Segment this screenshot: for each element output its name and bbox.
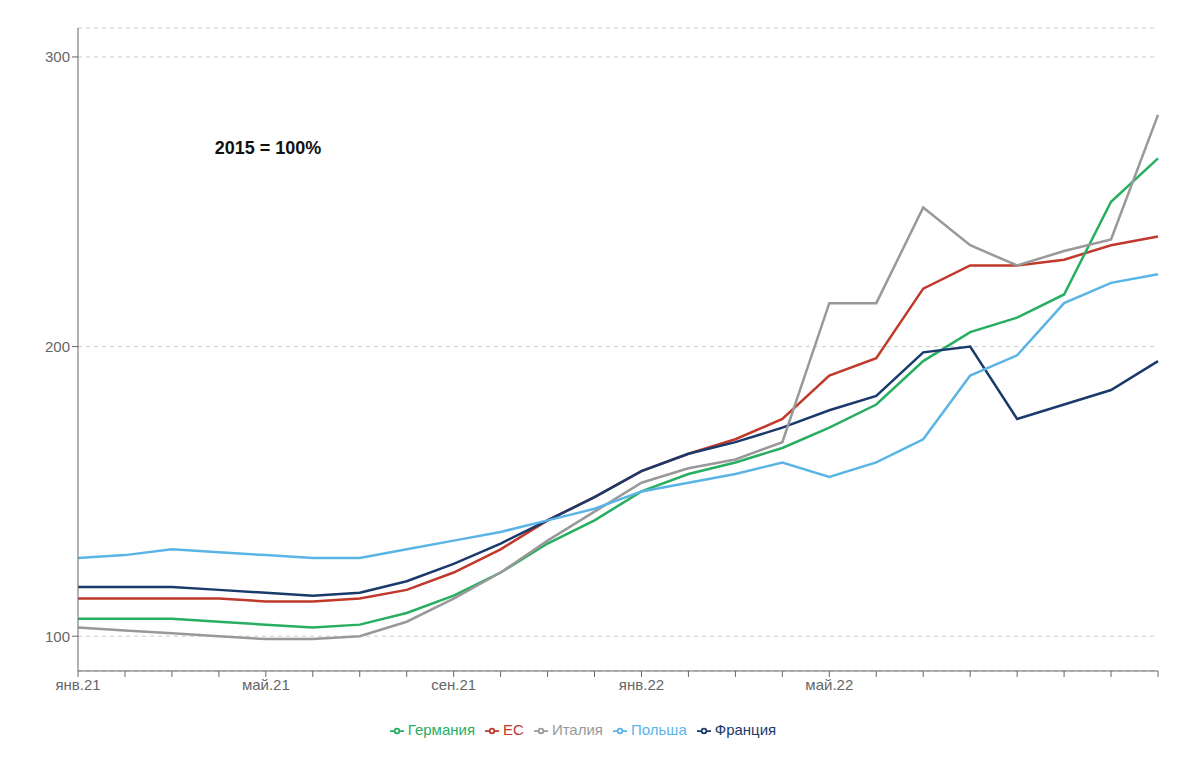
svg-text:100: 100 <box>45 628 70 645</box>
svg-text:янв.21: янв.21 <box>55 676 100 693</box>
svg-text:300: 300 <box>45 48 70 65</box>
svg-text:янв.22: янв.22 <box>619 676 664 693</box>
html-text:Италия: Италия <box>551 721 603 738</box>
html-text:Польша: Польша <box>631 721 687 738</box>
html-text:ЕС: ЕС <box>503 721 524 738</box>
svg-text:200: 200 <box>45 338 70 355</box>
html-text:Германия: Германия <box>407 721 475 738</box>
html-text:Франция: Франция <box>714 721 777 738</box>
svg-text:сен.21: сен.21 <box>431 676 476 693</box>
svg-text:май.22: май.22 <box>805 676 853 693</box>
html-text:2015 = 100%: 2015 = 100% <box>214 138 322 158</box>
svg-text:май.21: май.21 <box>242 676 290 693</box>
